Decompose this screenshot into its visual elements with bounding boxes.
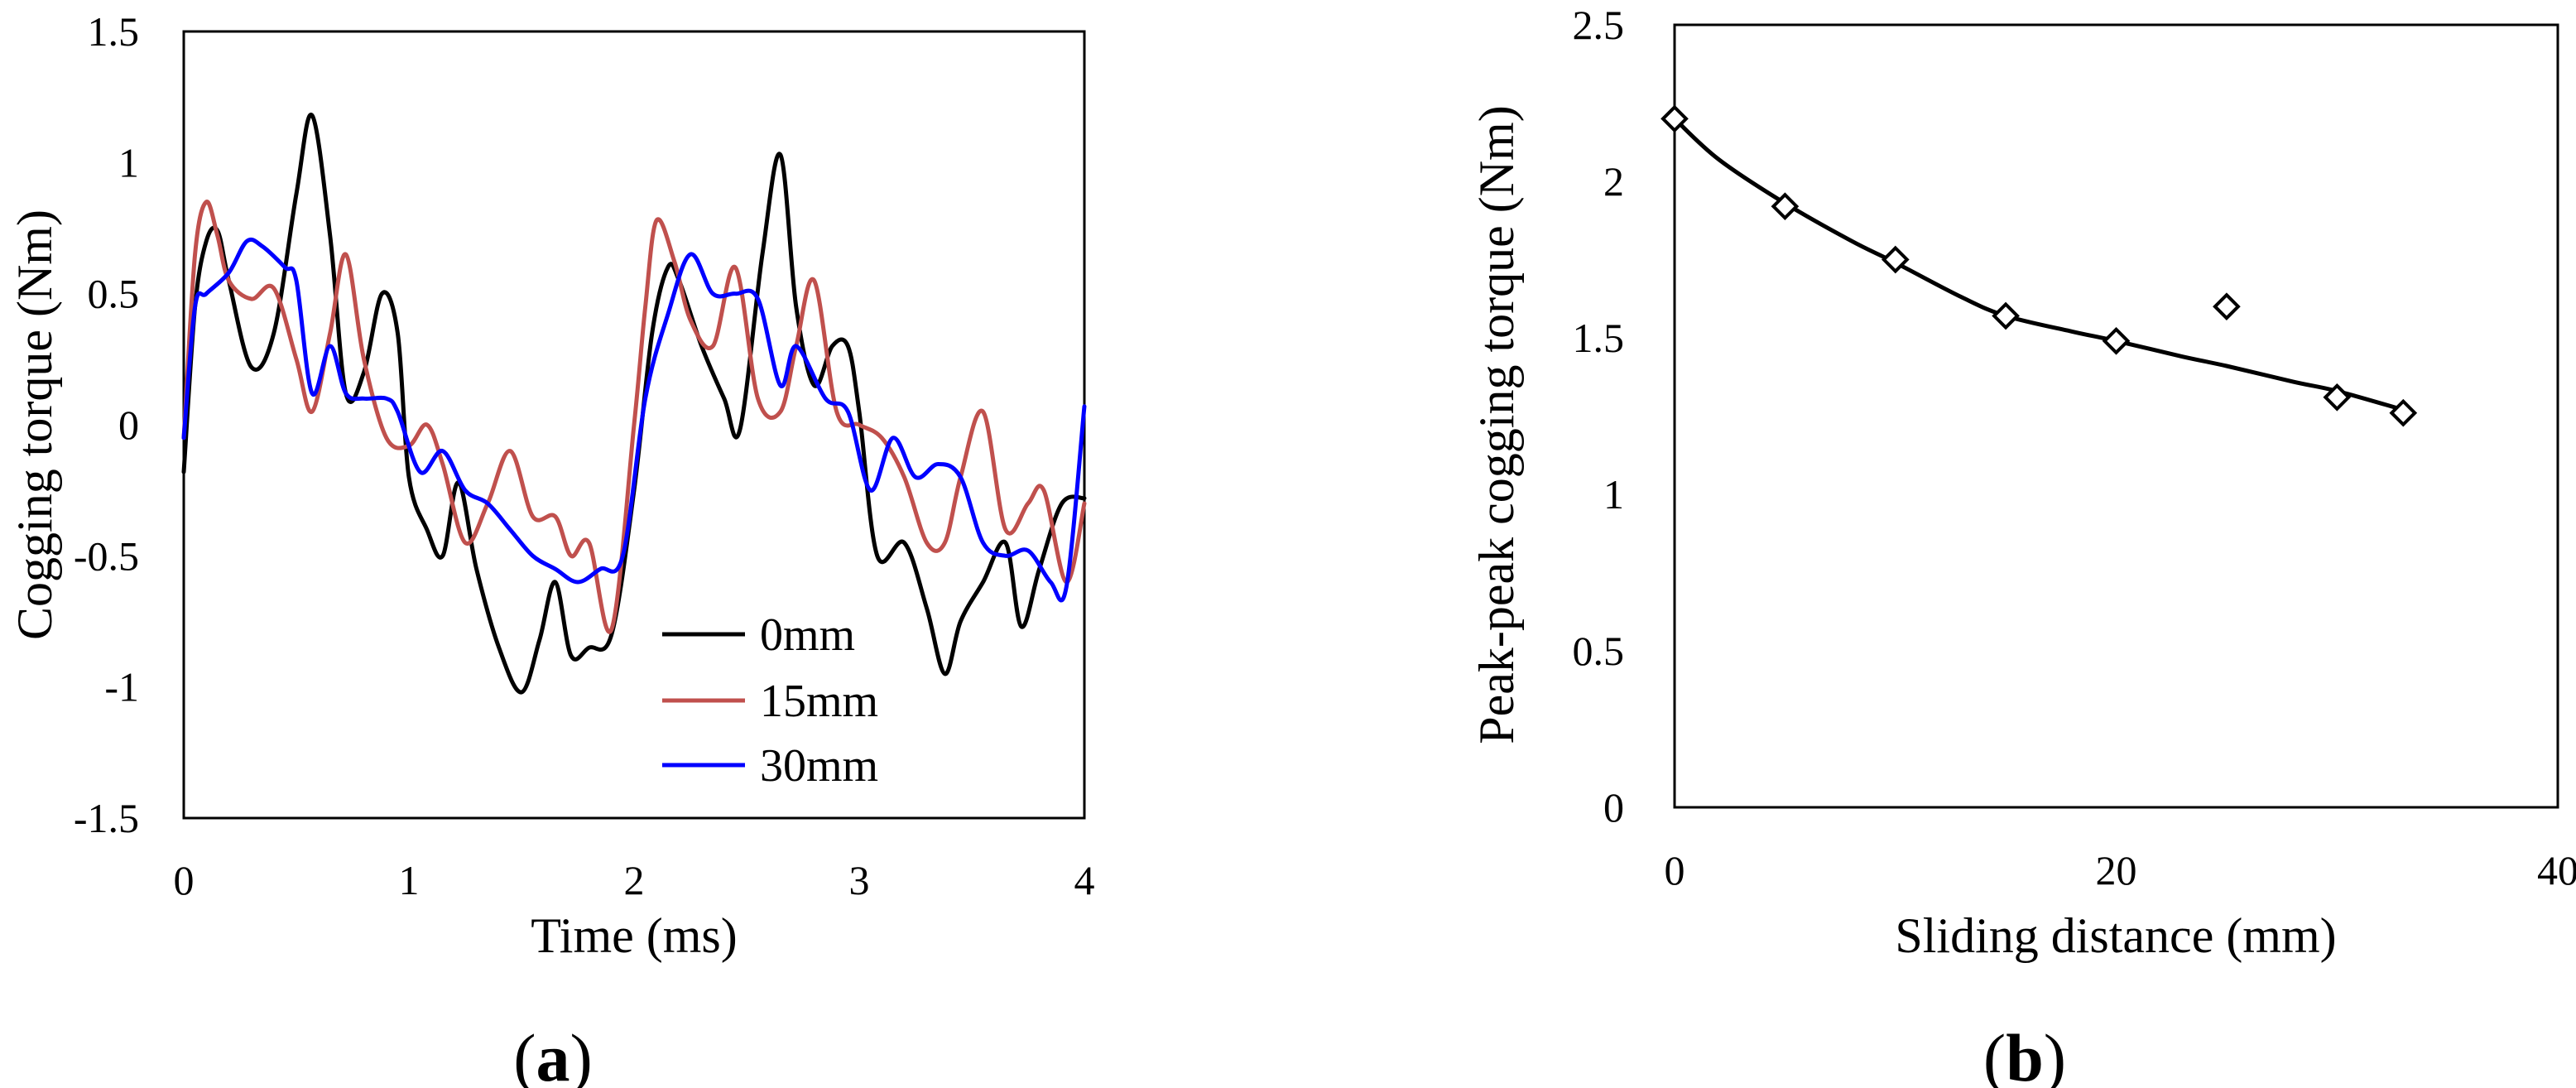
panel-b-close: ) [2044,1020,2066,1088]
chart-a-y-ticks: -1.5 -1 -0.5 0 0.5 1 1.5 [74,8,139,841]
chart-b-y-tick-label: 1.5 [1573,315,1625,361]
chart-a-x-tick-label: 4 [1074,857,1095,903]
series-line-15mm [181,200,1087,634]
panel-b-open: ( [1983,1020,2006,1088]
chart-a-y-tick-label: -1 [104,664,139,710]
legend-label-0mm: 0mm [760,609,855,661]
chart-a-y-tick-label: 1 [118,139,139,185]
chart-b-y-tick-label: 0.5 [1573,628,1625,674]
chart-a-x-tick-label: 2 [624,857,645,903]
chart-a-x-ticks: 0 1 2 3 4 [174,857,1095,903]
chart-b-ylabel: Peak-peak cogging torque (Nm) [1469,105,1524,744]
legend-label-30mm: 30mm [760,740,878,792]
chart-a-x-tick-label: 1 [399,857,420,903]
panel-label-a: (a) [513,1020,593,1088]
chart-b-y-tick-label: 2 [1603,158,1624,205]
data-point-diamond [1881,245,1910,274]
chart-a-y-tick-label: -0.5 [74,532,139,579]
chart-b-plot-frame [1673,23,2559,809]
chart-b-x-tick-label: 0 [1665,847,1685,893]
data-point-diamond [1660,104,1689,133]
panel-a-close: ) [570,1020,593,1088]
data-point-diamond [2102,326,2131,355]
data-point-diamond [2213,292,2241,321]
chart-b-y-tick-label: 0 [1603,784,1624,830]
data-point-diamond [2389,398,2418,427]
chart-b-points [1660,104,2418,427]
data-point-diamond [1992,301,2020,330]
chart-b-trendline [1673,117,2404,412]
chart-b-y-tick-label: 2.5 [1573,2,1625,48]
chart-a-y-tick-label: 1.5 [88,8,140,55]
chart-a-x-tick-label: 3 [849,857,870,903]
data-point-diamond [1771,192,1800,221]
chart-b-y-tick-label: 1 [1603,471,1624,518]
series-line-0mm [181,113,1087,695]
chart-a: -1.5 -1 -0.5 0 0.5 1 1.5 0 1 2 3 4 Time (ms) Coggi… [7,8,1095,1088]
panel-label-b: (b) [1983,1020,2066,1088]
chart-b-xlabel: Sliding distance (mm) [1895,908,2336,963]
chart-b-y-ticks: 0 0.5 1 1.5 2 2.5 [1573,2,1625,830]
series-line-30mm [181,237,1087,603]
panel-a-letter: a [536,1020,570,1088]
data-point-diamond [2323,383,2352,412]
chart-a-legend: 0mm 15mm 30mm [662,609,878,792]
chart-b-x-ticks: 0 20 40 [1665,847,2576,893]
legend-label-15mm: 15mm [760,676,878,727]
chart-b-x-tick-label: 40 [2537,847,2576,893]
trendline-path [1673,117,2404,412]
chart-a-series [181,113,1087,695]
chart-a-xlabel: Time (ms) [531,908,738,963]
panel-b-letter: b [2006,1020,2044,1088]
chart-a-x-tick-label: 0 [174,857,195,903]
chart-a-y-tick-label: -1.5 [74,795,139,841]
chart-a-y-tick-label: 0.5 [88,271,140,317]
chart-b-x-tick-label: 20 [2096,847,2137,893]
chart-a-ylabel: Cogging torque (Nm) [7,209,62,640]
chart-b: 0 0.5 1 1.5 2 2.5 0 20 40 Sliding distance (mm)… [1469,2,2576,1088]
panel-a-open: ( [513,1020,536,1088]
chart-a-y-tick-label: 0 [118,402,139,448]
